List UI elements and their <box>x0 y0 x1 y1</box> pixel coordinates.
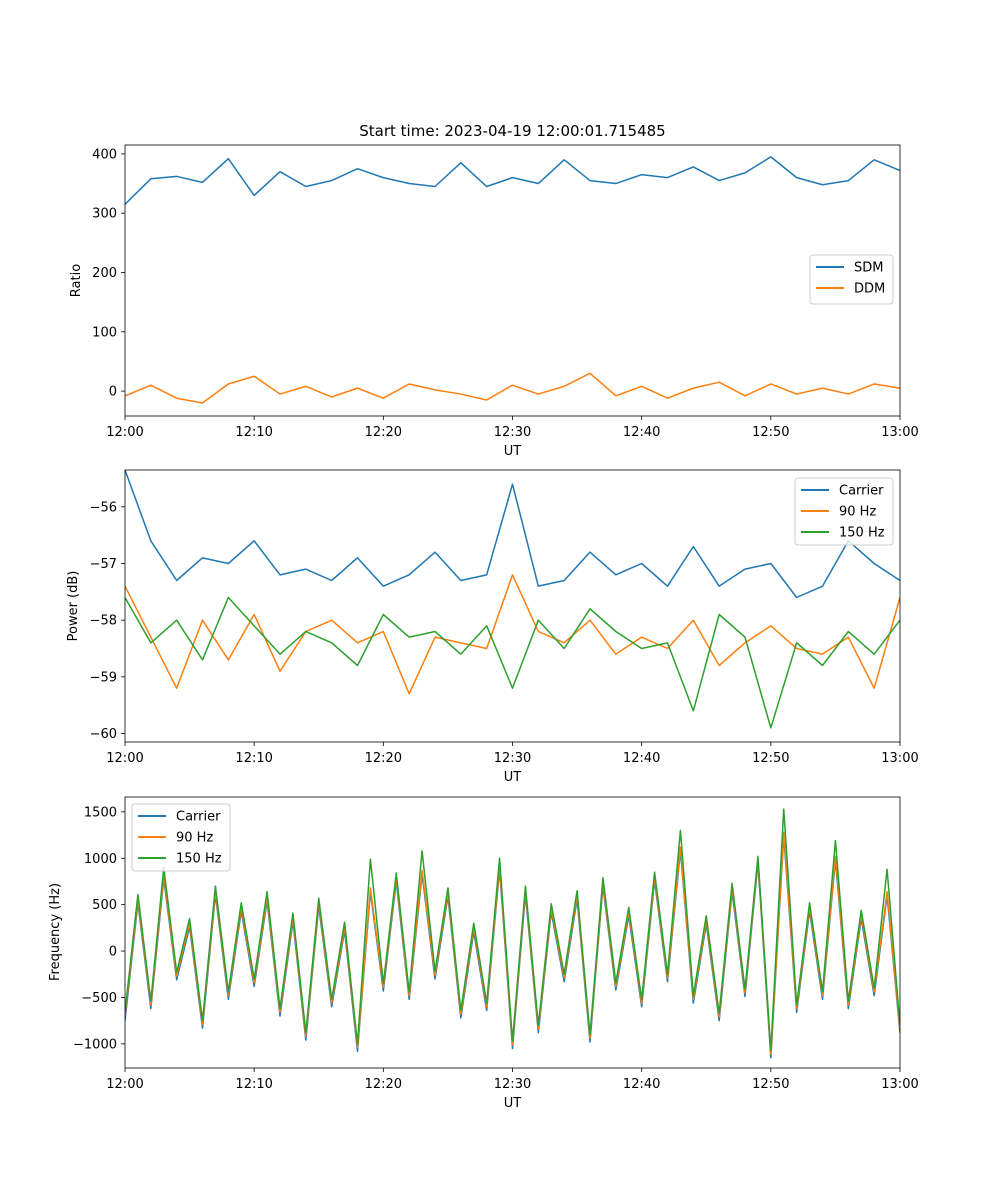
frequency-legend-label-90-hz: 90 Hz <box>176 831 213 846</box>
frequency-series-90-hz <box>125 831 900 1055</box>
frequency-x-axis-label: UT <box>504 1096 522 1111</box>
ratio-x-tick-label: 12:10 <box>235 425 272 440</box>
frequency-y-tick-label: 0 <box>109 945 117 960</box>
ratio-panel: Ratio UT 12:00 12:10 12:20 12:30 12:40 12:50 1… <box>69 144 919 459</box>
frequency-legend: Carrier 90 Hz 150 Hz <box>131 803 231 872</box>
ratio-x-tick-label: 13:00 <box>881 425 918 440</box>
ratio-x-tick-label: 12:50 <box>752 425 789 440</box>
ratio-x-tick-label: 12:00 <box>106 425 143 440</box>
power-x-tick-label: 13:00 <box>881 751 918 766</box>
ratio-legend: SDM DDM <box>809 254 894 305</box>
power-x-tick-label: 12:30 <box>494 751 531 766</box>
frequency-legend-label-carrier: Carrier <box>176 810 221 825</box>
figure-title: Start time: 2023-04-19 12:00:01.715485 <box>359 122 665 140</box>
ratio-y-tick-label: 400 <box>92 147 117 162</box>
frequency-y-tick-label: 500 <box>92 898 117 913</box>
ratio-y-tick-label: 200 <box>92 266 117 281</box>
ratio-y-tick-label: 300 <box>92 207 117 222</box>
ratio-y-axis-label: Ratio <box>69 264 84 297</box>
frequency-x-tick-label: 12:20 <box>365 1077 402 1092</box>
power-y-tick-label: −58 <box>90 614 117 629</box>
ratio-legend-label-sdm: SDM <box>854 261 883 276</box>
power-series-carrier <box>125 470 900 599</box>
power-x-tick-label: 12:10 <box>235 751 272 766</box>
frequency-x-tick-label: 13:00 <box>881 1077 918 1092</box>
ratio-series-ddm <box>125 372 900 404</box>
ratio-y-tick-label: 100 <box>92 325 117 340</box>
frequency-series-carrier <box>125 835 900 1059</box>
power-x-tick-label: 12:00 <box>106 751 143 766</box>
power-y-tick-label: −57 <box>90 557 117 572</box>
power-legend-label-carrier: Carrier <box>839 484 884 499</box>
power-y-tick-label: −60 <box>90 727 117 742</box>
frequency-y-tick-label: −500 <box>81 991 117 1006</box>
ratio-x-tick-label: 12:20 <box>365 425 402 440</box>
power-legend-label-150-hz: 150 Hz <box>839 526 885 541</box>
power-legend-box <box>794 477 894 546</box>
ratio-y-tick-label: 0 <box>109 385 117 400</box>
power-x-tick-label: 12:20 <box>365 751 402 766</box>
frequency-x-tick-label: 12:30 <box>494 1077 531 1092</box>
power-y-tick-label: −59 <box>90 670 117 685</box>
frequency-x-tick-label: 12:00 <box>106 1077 143 1092</box>
power-legend: Carrier 90 Hz 150 Hz <box>794 477 894 546</box>
frequency-series-150-hz <box>125 808 900 1052</box>
ratio-legend-label-ddm: DDM <box>854 282 885 297</box>
power-y-axis-label: Power (dB) <box>66 571 81 642</box>
ratio-series-sdm <box>125 156 900 205</box>
power-series-150-hz <box>125 596 900 729</box>
frequency-x-tick-label: 12:50 <box>752 1077 789 1092</box>
power-x-tick-label: 12:50 <box>752 751 789 766</box>
frequency-y-tick-label: 1500 <box>84 805 117 820</box>
ratio-x-tick-label: 12:40 <box>623 425 660 440</box>
frequency-y-tick-label: 1000 <box>84 852 117 867</box>
frequency-x-tick-label: 12:10 <box>235 1077 272 1092</box>
power-legend-label-90-hz: 90 Hz <box>839 505 876 520</box>
power-x-axis-label: UT <box>504 770 522 785</box>
frequency-legend-label-150-hz: 150 Hz <box>176 852 222 867</box>
power-y-tick-label: −56 <box>90 500 117 515</box>
ratio-x-axis-label: UT <box>504 444 522 459</box>
ratio-x-tick-label: 12:30 <box>494 425 531 440</box>
frequency-y-axis-label: Frequency (Hz) <box>48 883 63 981</box>
frequency-x-tick-label: 12:40 <box>623 1077 660 1092</box>
frequency-y-tick-label: −1000 <box>73 1037 117 1052</box>
power-x-tick-label: 12:40 <box>623 751 660 766</box>
frequency-legend-box <box>131 803 231 872</box>
frequency-panel: Frequency (Hz) UT 12:00 12:10 12:20 12:30 12… <box>48 796 919 1111</box>
power-panel: Power (dB) UT 12:00 12:10 12:20 12:30 12:40 1… <box>66 469 919 785</box>
power-series-90-hz <box>125 574 900 695</box>
